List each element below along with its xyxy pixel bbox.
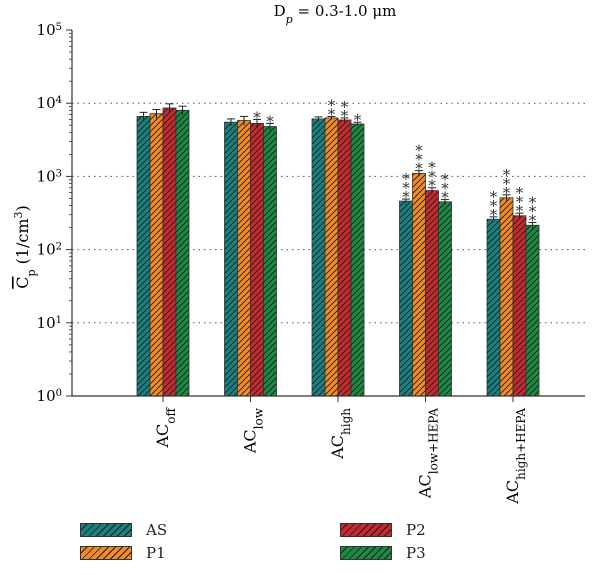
bar-hatch <box>312 118 325 397</box>
bar-hatch <box>513 215 526 396</box>
significance-mark: * <box>441 188 449 206</box>
significance-mark: * <box>503 175 511 193</box>
x-tick-label: AChigh <box>328 408 353 460</box>
significance-mark: * <box>428 177 436 195</box>
significance-mark: * <box>341 98 349 116</box>
legend-swatch <box>340 546 392 560</box>
bar-hatch <box>425 190 439 396</box>
significance-mark: * <box>516 202 524 220</box>
bar-hatch <box>325 117 338 396</box>
significance-mark: * <box>529 202 537 220</box>
significance-mark: * <box>516 184 524 202</box>
legend-item: P2 <box>340 520 426 540</box>
bar-hatch <box>412 173 426 396</box>
chart-title: Dp = 0.3-1.0 μm <box>274 2 397 26</box>
legend-swatch <box>80 523 132 537</box>
y-axis-label: Cp (1/cm3) <box>12 205 38 289</box>
significance-mark: * <box>253 108 261 126</box>
bar-hatch <box>438 201 452 396</box>
y-tick-label: 100 <box>37 387 62 405</box>
significance-mark: * <box>490 188 498 206</box>
significance-mark: * <box>266 112 274 130</box>
significance-mark: * <box>428 168 436 186</box>
significance-mark: * <box>402 179 410 197</box>
significance-mark: * <box>341 107 349 125</box>
bar-hatch <box>263 126 277 396</box>
bar-hatch <box>137 116 150 396</box>
significance-mark: * <box>441 179 449 197</box>
significance-mark: * <box>503 166 511 184</box>
significance-mark: * <box>428 159 436 177</box>
legend-item: AS <box>80 520 167 540</box>
bar-hatch <box>250 123 264 397</box>
y-tick-labels: 100 101 102 103 104 105 <box>37 21 62 405</box>
significance-mark: * <box>529 211 537 229</box>
bar-hatch <box>500 197 513 396</box>
bar-hatch <box>163 107 176 396</box>
significance-mark: * <box>415 151 423 169</box>
legend-label: AS <box>146 521 168 539</box>
bar-hatch <box>399 201 413 396</box>
significance-mark: * <box>529 193 537 211</box>
bar-hatch <box>224 122 238 397</box>
legend-item: P3 <box>340 543 426 563</box>
x-tick-labels: ACoff AClow AChigh AClow+HEPA AChigh+HEPA <box>153 407 528 505</box>
significance-mark: * <box>328 96 336 114</box>
significance-mark: * <box>441 170 449 188</box>
bar-hatch <box>526 225 539 396</box>
bar-hatch <box>176 110 189 396</box>
bars: * * ******************** ********* <box>136 96 540 397</box>
bar-hatch <box>237 120 251 396</box>
x-tick-label: AClow+HEPA <box>416 408 441 499</box>
legend-item: P1 <box>80 543 166 563</box>
legend-swatch <box>80 546 132 560</box>
x-tick-label: AClow <box>241 407 266 454</box>
bar-hatch <box>338 119 351 396</box>
significance-mark: * <box>328 105 336 123</box>
significance-mark: * <box>516 193 524 211</box>
significance-mark: * <box>415 142 423 160</box>
x-tick-label: ACoff <box>153 407 178 449</box>
significance-mark: * <box>402 170 410 188</box>
legend-label: P2 <box>406 521 426 539</box>
bar-hatch <box>487 219 500 396</box>
bar-hatch <box>351 123 364 396</box>
y-tick-label: 101 <box>37 314 62 332</box>
bar-hatch <box>150 113 163 397</box>
axes <box>66 29 585 402</box>
significance-mark: * <box>490 206 498 224</box>
significance-mark: * <box>354 111 362 129</box>
y-tick-label: 102 <box>37 241 62 259</box>
y-tick-label: 105 <box>37 21 62 39</box>
significance-mark: * <box>503 184 511 202</box>
y-tick-label: 104 <box>37 94 62 112</box>
significance-mark: * <box>402 188 410 206</box>
x-tick-label: AChigh+HEPA <box>503 408 528 505</box>
y-tick-label: 103 <box>37 167 62 185</box>
significance-mark: * <box>490 197 498 215</box>
significance-mark: * <box>415 160 423 178</box>
legend-swatch <box>340 523 392 537</box>
legend-label: P1 <box>146 544 166 562</box>
legend-label: P3 <box>406 544 426 562</box>
